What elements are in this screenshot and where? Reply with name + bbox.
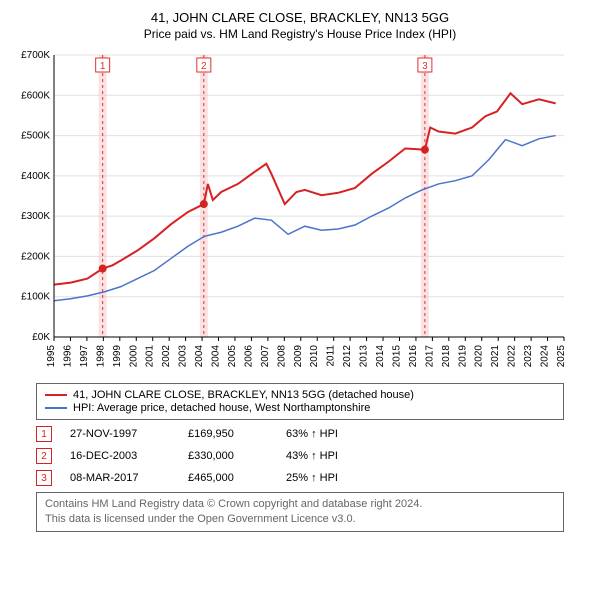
- svg-text:2016: 2016: [408, 345, 419, 368]
- svg-text:2020: 2020: [474, 345, 485, 368]
- footnote-price: £465,000: [188, 472, 268, 484]
- svg-text:2009: 2009: [293, 345, 304, 368]
- svg-text:2021: 2021: [490, 345, 501, 368]
- svg-text:2003: 2003: [178, 345, 189, 368]
- svg-text:2005: 2005: [227, 345, 238, 368]
- chart-area: £0K £100K £200K £300K £400K £500K £600K £700K 1 2…: [8, 47, 592, 377]
- svg-text:2007: 2007: [260, 345, 271, 368]
- svg-text:£700K: £700K: [21, 50, 50, 61]
- svg-text:£500K: £500K: [21, 131, 50, 142]
- footnote-pct: 25% ↑ HPI: [286, 472, 338, 484]
- footnote-pct: 43% ↑ HPI: [286, 450, 338, 462]
- footnote-date: 08-MAR-2017: [70, 472, 170, 484]
- svg-text:2001: 2001: [145, 345, 156, 368]
- svg-text:2012: 2012: [342, 345, 353, 368]
- svg-text:2023: 2023: [523, 345, 534, 368]
- svg-text:2008: 2008: [276, 345, 287, 368]
- svg-text:£300K: £300K: [21, 211, 50, 222]
- footnote-marker: 1: [36, 426, 52, 442]
- svg-text:2: 2: [201, 61, 207, 72]
- legend: 41, JOHN CLARE CLOSE, BRACKLEY, NN13 5GG…: [36, 383, 564, 420]
- legend-swatch: [45, 394, 67, 396]
- license-line: Contains HM Land Registry data © Crown c…: [45, 497, 555, 512]
- footnote-date: 27-NOV-1997: [70, 428, 170, 440]
- footnote-row: 2 16-DEC-2003 £330,000 43% ↑ HPI: [36, 448, 564, 464]
- legend-item: HPI: Average price, detached house, West…: [45, 402, 555, 414]
- svg-text:1996: 1996: [62, 345, 73, 368]
- line-chart: £0K £100K £200K £300K £400K £500K £600K £700K 1 2…: [8, 47, 568, 377]
- svg-text:2000: 2000: [128, 345, 139, 368]
- svg-text:2024: 2024: [540, 345, 551, 368]
- license-box: Contains HM Land Registry data © Crown c…: [36, 492, 564, 532]
- license-line: This data is licensed under the Open Gov…: [45, 512, 555, 527]
- svg-text:£400K: £400K: [21, 171, 50, 182]
- svg-text:2025: 2025: [556, 345, 567, 368]
- svg-text:2014: 2014: [375, 345, 386, 368]
- svg-text:2004: 2004: [194, 345, 205, 368]
- chart-subtitle: Price paid vs. HM Land Registry's House …: [8, 27, 592, 41]
- svg-text:2017: 2017: [424, 345, 435, 368]
- chart-title: 41, JOHN CLARE CLOSE, BRACKLEY, NN13 5GG: [8, 10, 592, 25]
- footnote-marker: 3: [36, 470, 52, 486]
- legend-swatch: [45, 407, 67, 409]
- footnote-marker: 2: [36, 448, 52, 464]
- svg-text:2013: 2013: [359, 345, 370, 368]
- footnote-date: 16-DEC-2003: [70, 450, 170, 462]
- svg-text:£0K: £0K: [32, 332, 50, 343]
- svg-text:2018: 2018: [441, 345, 452, 368]
- footnote-row: 1 27-NOV-1997 £169,950 63% ↑ HPI: [36, 426, 564, 442]
- svg-text:2010: 2010: [309, 345, 320, 368]
- svg-text:2004: 2004: [211, 345, 222, 368]
- svg-text:1998: 1998: [95, 345, 106, 368]
- svg-text:1995: 1995: [46, 345, 57, 368]
- footnote-price: £169,950: [188, 428, 268, 440]
- svg-text:1999: 1999: [112, 345, 123, 368]
- legend-label: HPI: Average price, detached house, West…: [73, 402, 370, 414]
- svg-text:2022: 2022: [507, 345, 518, 368]
- svg-text:£200K: £200K: [21, 251, 50, 262]
- svg-text:2002: 2002: [161, 345, 172, 368]
- footnote-pct: 63% ↑ HPI: [286, 428, 338, 440]
- svg-text:1997: 1997: [79, 345, 90, 368]
- svg-text:2006: 2006: [243, 345, 254, 368]
- footnote-price: £330,000: [188, 450, 268, 462]
- svg-text:2019: 2019: [457, 345, 468, 368]
- svg-text:3: 3: [422, 61, 428, 72]
- svg-text:£600K: £600K: [21, 90, 50, 101]
- legend-item: 41, JOHN CLARE CLOSE, BRACKLEY, NN13 5GG…: [45, 389, 555, 401]
- svg-text:2015: 2015: [391, 345, 402, 368]
- svg-text:1: 1: [100, 61, 106, 72]
- legend-label: 41, JOHN CLARE CLOSE, BRACKLEY, NN13 5GG…: [73, 389, 414, 401]
- svg-text:£100K: £100K: [21, 292, 50, 303]
- footnote-row: 3 08-MAR-2017 £465,000 25% ↑ HPI: [36, 470, 564, 486]
- footnotes: 1 27-NOV-1997 £169,950 63% ↑ HPI 2 16-DEC-200…: [36, 426, 564, 486]
- svg-text:2011: 2011: [326, 345, 337, 367]
